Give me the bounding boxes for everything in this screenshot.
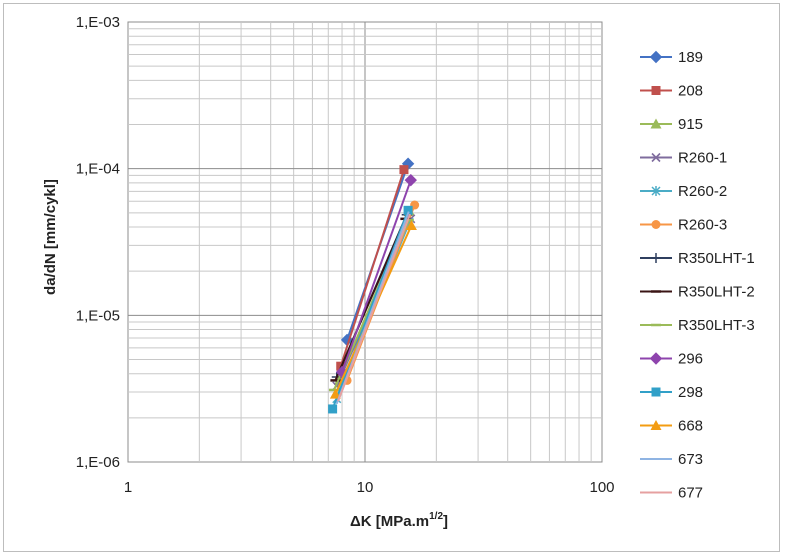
legend-entry: 208 [640,83,703,100]
data-point [404,173,417,187]
legend-entry: R350LHT-2 [640,284,755,301]
grid-layer [127,21,603,463]
legend-label: R260-1 [678,150,727,167]
y-tick-label: 1,E-06 [76,454,120,471]
chart-svg: 1 10 100 1,E-06 1,E-05 1,E-04 1,E-03 189 208 915… [42,14,755,530]
data-point [328,404,338,414]
legend-label: 189 [678,49,703,66]
legend-marker [650,420,662,430]
legend-marker [651,253,661,263]
x-axis-title-suffix: ] [443,513,448,530]
x-axis-title-sup: 1/2 [429,511,443,522]
chart-frame: 1 10 100 1,E-06 1,E-05 1,E-04 1,E-03 189 208 915… [3,3,780,552]
legend-label: 296 [678,351,703,368]
series-298 [328,205,413,414]
legend-marker [650,118,662,129]
legend-entry: R260-2 [640,183,727,200]
y-tick-label: 1,E-05 [76,307,120,324]
data-point [405,219,417,230]
legend-label: R350LHT-3 [678,317,755,334]
legend-marker [649,50,663,64]
x-axis-title: ΔK [MPa.m1/2] [350,511,448,530]
legend-entry: 673 [640,451,703,468]
legend-entry: R260-1 [640,150,727,167]
y-tick-label: 1,E-04 [76,161,120,178]
data-point [403,205,413,215]
legend-label: R260-3 [678,217,727,234]
tick-labels: 1 10 100 1,E-06 1,E-05 1,E-04 1,E-03 [76,14,615,496]
series-677 [337,213,412,402]
legend-label: 677 [678,485,703,502]
x-axis-title-main: ΔK [MPa.m [350,513,429,530]
series-line [341,179,412,373]
legend-entry: 296 [640,351,703,368]
legend-entry: 189 [640,49,703,66]
legend-marker [651,387,661,397]
series-line [337,213,412,402]
x-tick-label: 1 [124,479,132,496]
series-line [339,169,405,367]
data-point [329,388,341,399]
legend-marker [651,186,661,196]
x-tick-label: 100 [589,479,614,496]
legend-label: R350LHT-2 [678,284,755,301]
y-tick-label: 1,E-03 [76,14,120,31]
data-point [399,165,409,175]
y-axis-title: da/dN [mm/cykl] [42,179,59,295]
legend-label: 673 [678,451,703,468]
legend-entry: 915 [640,116,703,133]
legend-label: R260-2 [678,183,727,200]
legend-label: 668 [678,418,703,435]
legend-entry: R350LHT-3 [640,317,755,334]
legend-entry: 677 [640,485,703,502]
x-tick-label: 10 [357,479,374,496]
legend-entry: 298 [640,384,703,401]
legend-label: R350LHT-1 [678,250,755,267]
legend-entry: 668 [640,418,703,435]
legend-label: 915 [678,116,703,133]
series-line [331,209,410,410]
legend-entry: R260-3 [640,217,727,234]
series-layer [328,157,420,414]
legend-marker [651,152,661,163]
legend-label: 208 [678,83,703,100]
legend-marker [651,220,661,229]
legend-entry: R350LHT-1 [640,250,755,267]
legend-marker [651,86,661,95]
legend: 189 208 915 R260-1 R260-2 R260-3 R350LHT-1 R350… [640,49,755,502]
legend-label: 298 [678,384,703,401]
legend-marker [649,352,663,365]
